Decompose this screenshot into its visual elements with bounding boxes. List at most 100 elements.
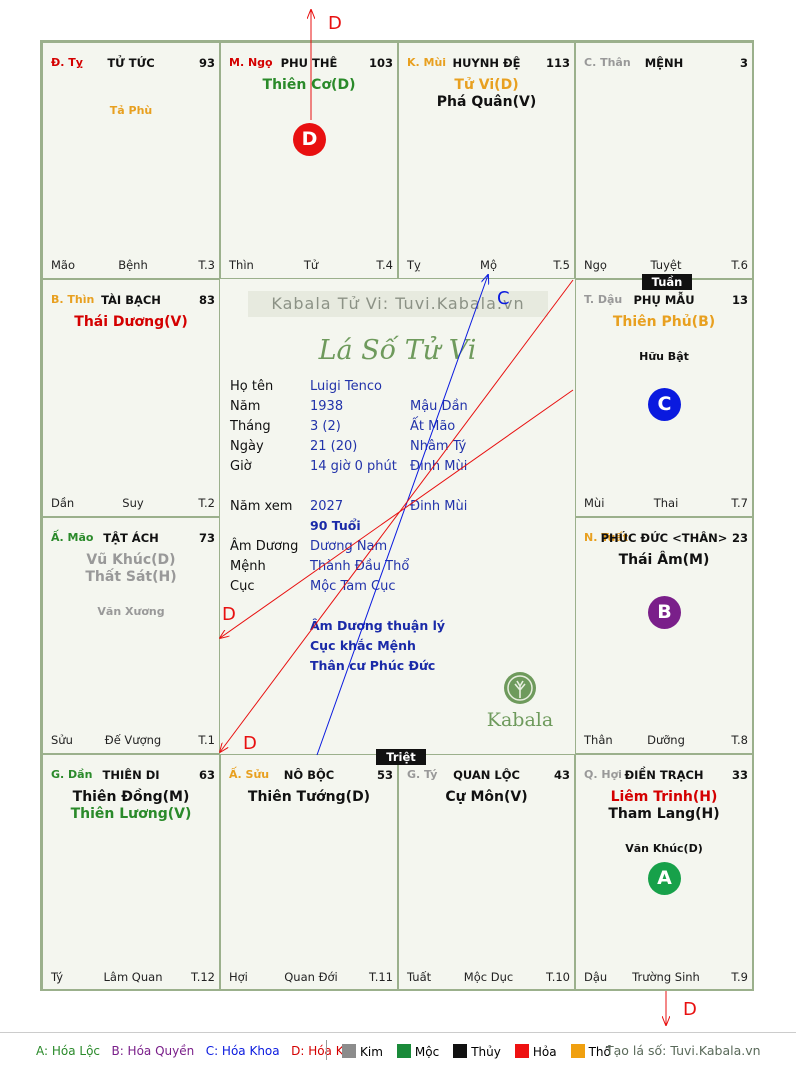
major-star: Thiên Tướng(D) bbox=[247, 789, 371, 805]
info-key: Âm Dương bbox=[230, 539, 299, 554]
star-list: Thái Âm(M) bbox=[576, 552, 752, 569]
note-3: Thân cư Phúc Đức bbox=[310, 658, 436, 673]
major-star: Thất Sát(H) bbox=[85, 569, 177, 585]
info-row: Ngày 21 (20) Nhâm Tý bbox=[230, 439, 466, 454]
palace-name: PHU THÊ bbox=[280, 56, 338, 70]
footer-branch: Thìn bbox=[229, 258, 254, 272]
footer-branch: Ngọ bbox=[584, 258, 607, 272]
palace-phuc-duc: N. Tuất PHÚC ĐỨC <THÂN> 23 Thái Âm(M) Thân … bbox=[575, 517, 753, 754]
info-row: Giờ 14 giờ 0 phút Đinh Mùi bbox=[230, 459, 467, 474]
footer-term: T.8 bbox=[731, 733, 748, 747]
arrow-top-label: D bbox=[328, 13, 342, 34]
legend-element: Thổ bbox=[570, 1044, 611, 1059]
kabala-logo: Kabala bbox=[480, 671, 560, 731]
legend-a: A: Hóa Lộc bbox=[36, 1044, 101, 1058]
palace-name: QUAN LỘC bbox=[453, 768, 520, 782]
footer-term: T.11 bbox=[369, 970, 393, 984]
palace-phu-mau: T. Dậu PHỤ MẪU 13 Thiên Phủ(B) Hữu Bật Mùi T… bbox=[575, 279, 753, 517]
palace-name: MỆNH bbox=[644, 56, 684, 70]
palace-number: 63 bbox=[198, 768, 215, 782]
palace-number: 43 bbox=[553, 768, 570, 782]
legend: A: Hóa Lộc B: Hóa Quyền C: Hóa Khoa D: H… bbox=[0, 1032, 796, 1070]
palace-no-boc: Ấ. Sửu NÔ BỘC 53 Thiên Tướng(D) Hợi Quan Đớ… bbox=[220, 754, 398, 991]
star-list: Thiên Đồng(M) Thiên Lương(V) bbox=[43, 789, 219, 823]
major-star: Thiên Cơ(D) bbox=[262, 77, 356, 93]
chart-board: Đ. Tỵ TỬ TỨC 93 Tả Phù Mão Bệnh T.3 M. Ngọ P… bbox=[40, 40, 754, 991]
footer-branch: Thân bbox=[584, 733, 613, 747]
palace-stem: Q. Hợi bbox=[584, 768, 622, 781]
palace-number: 53 bbox=[376, 768, 393, 782]
footer-stage: Lâm Quan bbox=[103, 970, 163, 984]
info-key: Cục bbox=[230, 579, 255, 594]
arrow-d-left2 bbox=[220, 279, 574, 752]
palace-stem: B. Thìn bbox=[51, 293, 95, 306]
info-value: Mộc Tam Cục bbox=[310, 579, 396, 594]
footer-stage: Trường Sinh bbox=[632, 970, 700, 984]
footer-stage: Tử bbox=[303, 258, 319, 272]
palace-stem: Đ. Tỵ bbox=[51, 56, 83, 69]
note-1: Âm Dương thuận lý bbox=[310, 618, 446, 633]
arrow-bottom-label: D bbox=[683, 999, 697, 1020]
footer-branch: Tý bbox=[51, 970, 64, 984]
star-list: Thiên Phủ(B) Hữu Bật bbox=[576, 314, 752, 365]
footer-branch: Sửu bbox=[51, 733, 73, 747]
footer-term: T.12 bbox=[191, 970, 215, 984]
legend-d: D: Hóa Kị bbox=[291, 1044, 347, 1058]
watermark: Kabala Tử Vi: Tuvi.Kabala.vn bbox=[248, 291, 548, 317]
palace-stem: M. Ngọ bbox=[229, 56, 273, 69]
palace-name: TỬ TỨC bbox=[107, 56, 155, 70]
palace-number: 83 bbox=[198, 293, 215, 307]
tree-icon bbox=[504, 672, 536, 704]
major-star: Thiên Đồng(M) bbox=[72, 789, 190, 805]
info-key: Ngày bbox=[230, 439, 264, 454]
footer-stage: Bệnh bbox=[118, 258, 148, 272]
swatch-icon bbox=[453, 1044, 468, 1058]
legend-c: C: Hóa Khoa bbox=[205, 1044, 280, 1058]
palace-stem: C. Thân bbox=[584, 56, 631, 69]
footer-term: T.1 bbox=[198, 733, 215, 747]
chart-subtitle: Lá Số Tử Vi bbox=[318, 335, 477, 366]
swatch-icon bbox=[396, 1044, 411, 1058]
center-info: Kabala Tử Vi: Tuvi.Kabala.vn Lá Số Tử Vi… bbox=[220, 279, 575, 754]
info-row: Cục Mộc Tam Cục bbox=[230, 579, 395, 594]
info-key: Giờ bbox=[230, 459, 252, 474]
info-row: Mệnh Thành Đầu Thổ bbox=[230, 559, 409, 574]
footer-branch: Tỵ bbox=[407, 258, 421, 272]
legend-b: B: Hóa Quyền bbox=[111, 1044, 195, 1058]
footer-stage: Suy bbox=[122, 496, 144, 510]
footer-stage: Tuyệt bbox=[650, 258, 682, 272]
marker-b_tuat: B bbox=[648, 596, 681, 629]
palace-name: THIÊN DI bbox=[102, 768, 160, 782]
palace-name: ĐIỀN TRẠCH bbox=[624, 768, 704, 782]
palace-tu-tuc: Đ. Tỵ TỬ TỨC 93 Tả Phù Mão Bệnh T.3 bbox=[42, 42, 220, 279]
arrow-c-label: C bbox=[497, 288, 510, 309]
swatch-icon bbox=[342, 1044, 356, 1058]
palace-name: HUYNH ĐỆ bbox=[452, 56, 521, 70]
star-list: Tử Vi(D) Phá Quân(V) bbox=[399, 77, 574, 111]
major-star: Thái Âm(M) bbox=[618, 552, 710, 568]
legend-element: Mộc bbox=[396, 1044, 439, 1059]
palace-stem: T. Dậu bbox=[584, 293, 623, 306]
info-value-2: Ất Mão bbox=[410, 419, 456, 434]
footer-term: T.10 bbox=[546, 970, 570, 984]
footer-term: T.5 bbox=[553, 258, 570, 272]
footer-term: T.7 bbox=[731, 496, 748, 510]
info-value-2: Mậu Dần bbox=[410, 399, 468, 414]
triet-tag: Triệt bbox=[376, 749, 426, 765]
palace-number: 73 bbox=[198, 531, 215, 545]
note-2: Cục khắc Mệnh bbox=[310, 638, 416, 653]
footer-branch: Tuất bbox=[407, 970, 432, 984]
footer-branch: Dậu bbox=[584, 970, 608, 984]
minor-star: Văn Khúc(D) bbox=[625, 842, 703, 855]
info-value-2: Đinh Mùi bbox=[410, 499, 468, 514]
info-row: Họ tên Luigi Tenco bbox=[230, 379, 382, 394]
site-link[interactable]: Tạo lá số: Tuvi.Kabala.vn bbox=[606, 1043, 761, 1058]
footer-branch: Mùi bbox=[584, 496, 605, 510]
info-value: 3 (2) bbox=[310, 419, 341, 434]
palace-number: 93 bbox=[198, 56, 215, 70]
info-value: 14 giờ 0 phút bbox=[310, 459, 397, 474]
footer-branch: Dần bbox=[51, 496, 75, 510]
info-row: Tháng 3 (2) Ất Mão bbox=[230, 419, 455, 434]
palace-number: 3 bbox=[739, 56, 748, 70]
